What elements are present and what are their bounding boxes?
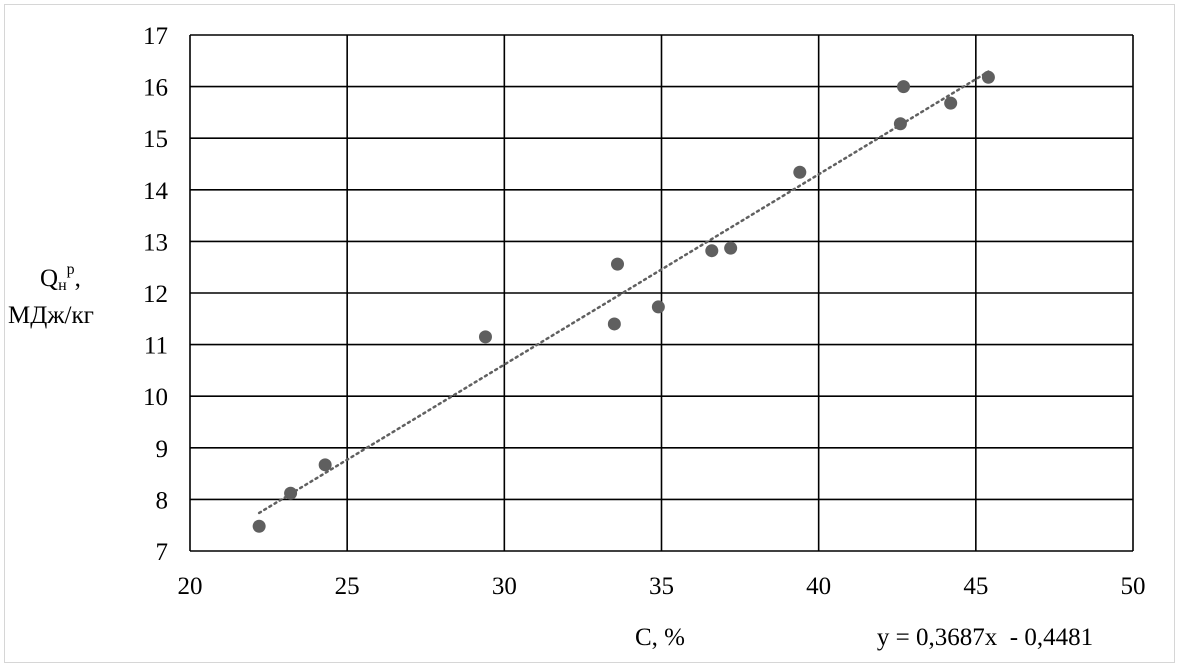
data-point: [893, 117, 907, 131]
x-tick-label: 50: [1121, 573, 1146, 600]
y-axis-label-superscript: р: [66, 261, 75, 278]
y-axis-label-comma: ,: [74, 265, 81, 292]
data-point: [252, 519, 266, 533]
data-point: [705, 244, 719, 258]
x-tick-label: 20: [178, 573, 203, 600]
y-tick-label: 14: [143, 178, 169, 205]
y-tick-label: 8: [156, 487, 169, 514]
y-axis-label-line1: Qнр,: [8, 255, 198, 301]
trendline-equation: y = 0,3687x - 0,4481: [877, 624, 1093, 651]
y-tick-label: 12: [143, 281, 168, 308]
x-tick-label: 45: [963, 573, 988, 600]
trendline: [257, 70, 990, 515]
data-point: [724, 241, 738, 255]
data-points: [252, 70, 995, 533]
y-tick-label: 15: [143, 126, 168, 153]
data-point: [897, 80, 911, 94]
x-axis-ticks: 20 25 30 35 40 45 50: [178, 573, 1146, 600]
data-point: [610, 257, 624, 271]
y-tick-label: 16: [143, 75, 168, 102]
data-point: [607, 317, 621, 331]
y-tick-label: 17: [143, 23, 168, 50]
y-tick-label: 9: [156, 436, 169, 463]
data-point: [981, 70, 995, 84]
data-point: [793, 165, 807, 179]
grid: [189, 34, 1134, 552]
x-axis-label: C, %: [635, 624, 685, 651]
x-tick-label: 30: [492, 573, 517, 600]
y-tick-label: 10: [143, 384, 168, 411]
y-axis-ticks: 7 8 9 10 11 12 13 14 15 16 17: [143, 23, 169, 566]
x-tick-label: 25: [335, 573, 360, 600]
data-point: [651, 300, 665, 314]
y-axis-label: Qнр, МДж/кг: [8, 255, 198, 331]
data-point: [478, 330, 492, 344]
trendline-group: [257, 70, 990, 515]
y-axis-label-subscript: н: [58, 277, 67, 294]
data-point: [944, 96, 958, 110]
chart-frame: [4, 4, 1175, 663]
y-tick-label: 7: [156, 539, 169, 566]
y-tick-label: 11: [144, 333, 168, 360]
x-tick-label: 40: [806, 573, 831, 600]
x-tick-label: 35: [649, 573, 674, 600]
y-tick-label: 13: [143, 229, 168, 256]
data-point: [284, 486, 298, 500]
data-point: [318, 458, 332, 472]
y-axis-label-units: МДж/кг: [8, 302, 94, 329]
y-axis-label-symbol: Q: [40, 265, 59, 292]
